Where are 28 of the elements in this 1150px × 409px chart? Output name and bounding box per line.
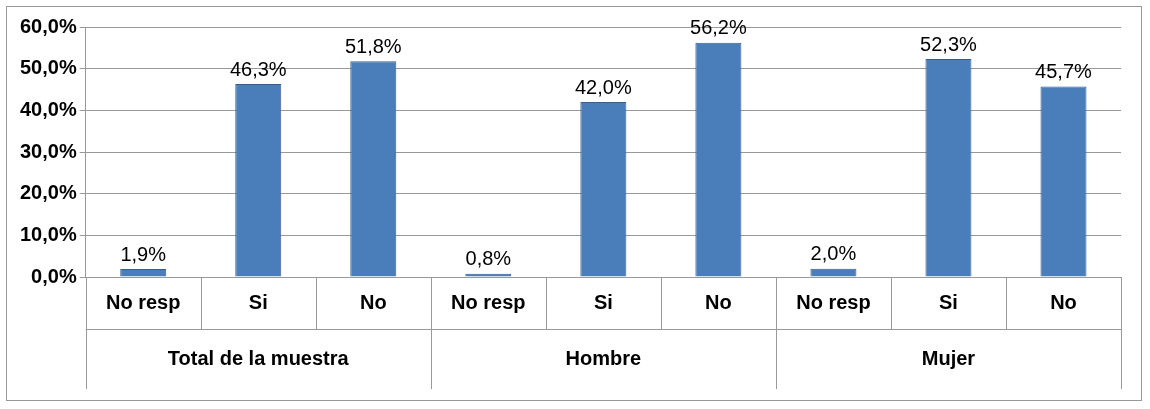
x-tick-label: No resp bbox=[105, 290, 181, 313]
x-tick-label: Si bbox=[939, 290, 958, 313]
data-label: 0,8% bbox=[465, 247, 512, 270]
data-label: 46,3% bbox=[229, 57, 287, 80]
data-label: 51,8% bbox=[344, 34, 402, 57]
y-tick-label: 50,0% bbox=[19, 56, 77, 79]
text: Hombre bbox=[565, 346, 642, 369]
x-tick-label: No bbox=[705, 290, 732, 313]
data-label: 42,0% bbox=[575, 75, 632, 98]
y-tick-label: 60,0% bbox=[19, 14, 77, 37]
x-tick-label: Si bbox=[593, 290, 613, 313]
x-tick-label: No bbox=[1050, 290, 1077, 313]
data-label: 2,0% bbox=[810, 242, 857, 265]
y-tick-label: 20,0% bbox=[19, 181, 77, 204]
x-tick-label: No resp bbox=[796, 290, 871, 313]
x-tick-label: Si bbox=[248, 290, 268, 313]
text: Total de la muestra bbox=[167, 346, 350, 369]
y-tick-label: 40,0% bbox=[19, 97, 77, 120]
data-label: 1,9% bbox=[120, 242, 167, 265]
x-tick-label: No bbox=[359, 290, 387, 313]
y-tick-label: 0,0% bbox=[31, 264, 77, 287]
y-tick-label: 10,0% bbox=[19, 222, 77, 245]
data-label: 56,2% bbox=[690, 16, 747, 39]
data-label: 45,7% bbox=[1035, 60, 1093, 83]
text: Mujer bbox=[921, 346, 976, 369]
y-tick-label: 30,0% bbox=[19, 139, 77, 162]
x-tick-label: No resp bbox=[451, 290, 526, 313]
data-label: 52,3% bbox=[920, 32, 978, 55]
